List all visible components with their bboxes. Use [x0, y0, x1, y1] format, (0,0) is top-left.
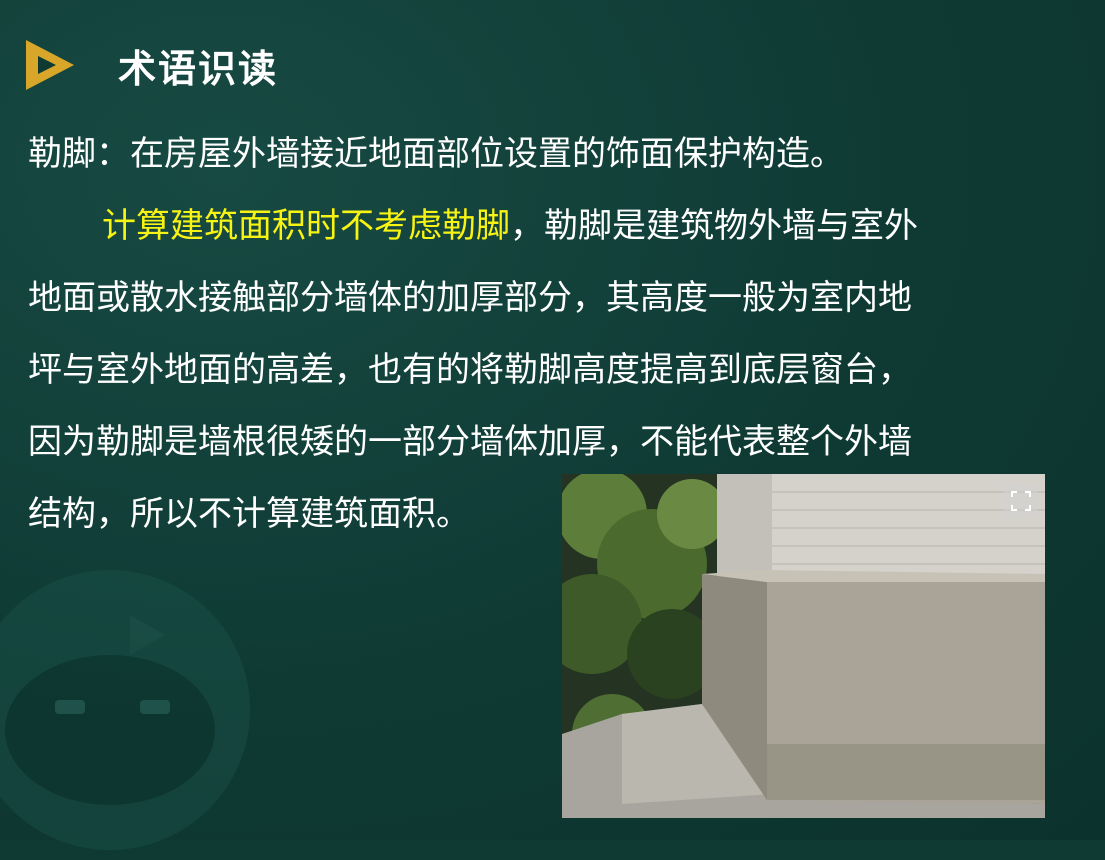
- slide-title: 术语识读: [118, 47, 279, 91]
- paragraph-line-5: 结构，所以不计算建筑面积。: [28, 494, 470, 534]
- paragraph-line-4: 因为勒脚是墙根很矮的一部分墙体加厚，不能代表整个外墙: [28, 422, 912, 462]
- highlight-text: 计算建筑面积时不考虑勒脚: [102, 206, 510, 246]
- paragraph-line-3: 坪与室外地面的高差，也有的将勒脚高度提高到底层窗台，: [28, 350, 912, 390]
- plinth-photo: [562, 474, 1045, 818]
- definition-line: 勒脚：在房屋外墙接近地面部位设置的饰面保护构造。: [28, 134, 844, 174]
- paragraph-line-1-rest: ，勒脚是建筑物外墙与室外: [510, 206, 918, 246]
- expand-corners-icon: [1011, 491, 1031, 511]
- paragraph-line-2: 地面或散水接触部分墙体的加厚部分，其高度一般为室内地: [28, 278, 912, 318]
- expand-icon[interactable]: [1004, 484, 1038, 518]
- paragraph-line-1: 计算建筑面积时不考虑勒脚，勒脚是建筑物外墙与室外: [28, 190, 1088, 262]
- slide-body: 勒脚：在房屋外墙接近地面部位设置的饰面保护构造。 计算建筑面积时不考虑勒脚，勒脚…: [28, 118, 1088, 550]
- play-triangle-icon: [26, 40, 74, 90]
- mascot-robot-icon: [0, 570, 250, 850]
